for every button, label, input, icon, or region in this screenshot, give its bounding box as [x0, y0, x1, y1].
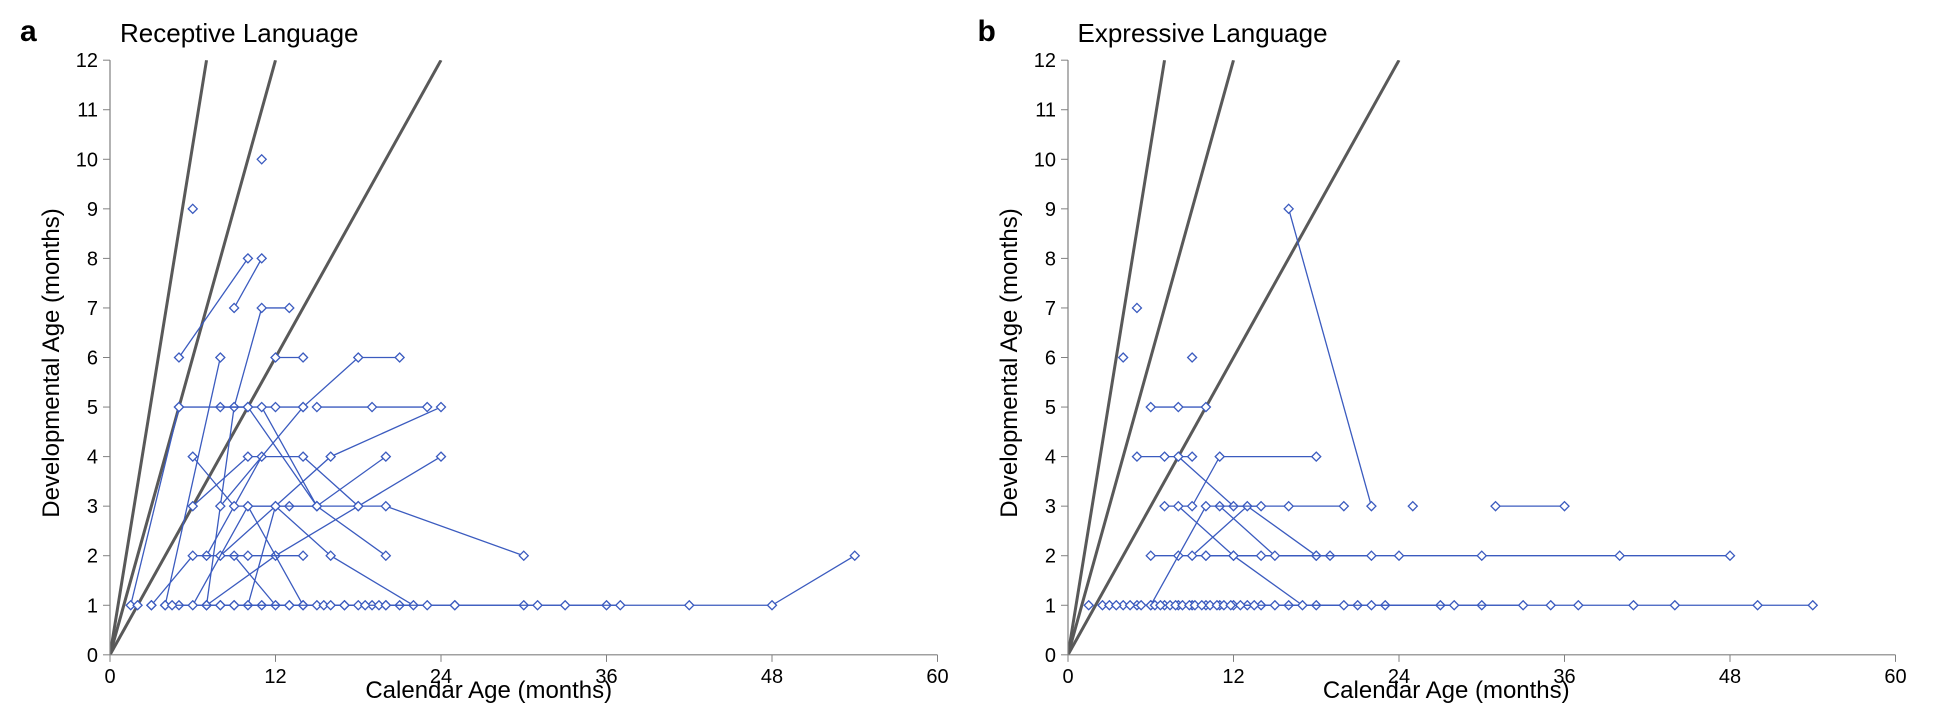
y-tick-label: 10	[76, 149, 98, 171]
panel-label-a: a	[20, 15, 37, 49]
x-tick-label: 12	[1222, 666, 1244, 688]
panel-title-a: Receptive Language	[120, 18, 359, 49]
y-tick-label: 7	[1044, 298, 1055, 320]
y-tick-label: 6	[1044, 347, 1055, 369]
y-tick-label: 6	[87, 347, 98, 369]
figure: a Receptive Language Developmental Age (mo…	[0, 0, 1945, 725]
y-axis-title: Developmental Age (months)	[38, 208, 66, 518]
panel-label-b: b	[978, 15, 996, 49]
y-tick-label: 2	[87, 546, 98, 568]
y-axis-title: Developmental Age (months)	[996, 208, 1024, 518]
plot-area: 012243648600123456789101112	[110, 60, 938, 655]
x-tick-label: 24	[1387, 666, 1409, 688]
x-tick-label: 12	[264, 666, 286, 688]
data-group	[126, 155, 859, 610]
data-group	[1084, 204, 1817, 609]
x-tick-label: 0	[104, 666, 115, 688]
y-tick-label: 12	[1033, 50, 1055, 72]
y-tick-label: 0	[87, 645, 98, 667]
y-tick-label: 1	[87, 595, 98, 617]
y-tick-label: 3	[87, 496, 98, 518]
x-axis-title: Calendar Age (months)	[20, 677, 958, 705]
y-tick-label: 0	[1044, 645, 1055, 667]
x-tick-label: 48	[1718, 666, 1740, 688]
y-tick-label: 4	[1044, 447, 1055, 469]
x-tick-label: 36	[595, 666, 617, 688]
x-tick-label: 60	[1884, 666, 1906, 688]
y-tick-label: 9	[1044, 199, 1055, 221]
panel-b: b Expressive Language Developmental Age (m…	[978, 10, 1916, 715]
y-tick-label: 5	[1044, 397, 1055, 419]
x-tick-label: 24	[430, 666, 452, 688]
x-tick-label: 36	[1553, 666, 1575, 688]
plot-area: 012243648600123456789101112	[1068, 60, 1896, 655]
y-tick-label: 11	[1035, 100, 1056, 122]
x-tick-label: 48	[761, 666, 783, 688]
y-tick-label: 8	[87, 248, 98, 270]
y-tick-label: 7	[87, 298, 98, 320]
y-tick-label: 4	[87, 447, 98, 469]
y-tick-label: 5	[87, 397, 98, 419]
y-tick-label: 11	[77, 100, 98, 122]
y-tick-label: 3	[1044, 496, 1055, 518]
y-tick-label: 1	[1044, 595, 1055, 617]
y-tick-label: 9	[87, 199, 98, 221]
x-axis-title: Calendar Age (months)	[978, 677, 1916, 705]
panel-a: a Receptive Language Developmental Age (mo…	[20, 10, 958, 715]
y-tick-label: 10	[1033, 149, 1055, 171]
y-tick-label: 2	[1044, 546, 1055, 568]
x-tick-label: 60	[926, 666, 948, 688]
panel-title-b: Expressive Language	[1078, 18, 1328, 49]
x-tick-label: 0	[1062, 666, 1073, 688]
y-tick-label: 12	[76, 50, 98, 72]
y-tick-label: 8	[1044, 248, 1055, 270]
